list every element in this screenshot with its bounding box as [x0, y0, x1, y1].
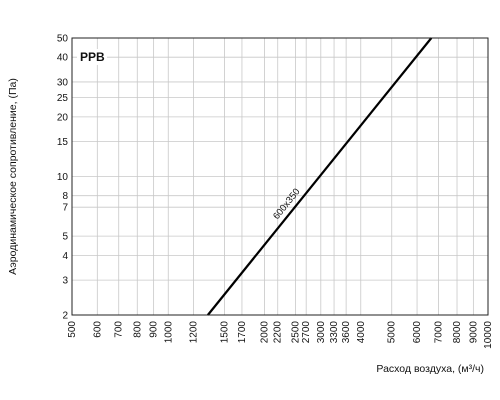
grid: [71, 37, 489, 316]
x-tick-label: 10000: [483, 321, 494, 349]
y-tick-label: 50: [57, 34, 69, 45]
x-tick-label: 800: [132, 321, 143, 338]
y-tick-label: 4: [62, 251, 68, 262]
chart-title: PPB: [80, 50, 105, 64]
x-tick-label: 2000: [260, 321, 271, 344]
x-tick-labels: 500 600 700 800 900 1000 1200 1500 1700 2000 2200 2…: [67, 321, 494, 349]
y-tick-label: 40: [57, 53, 69, 64]
x-tick-label: 900: [149, 321, 160, 338]
x-tick-label: 4000: [356, 321, 367, 344]
y-axis-label: Аэродинамическое сопротивление, (Па): [7, 78, 19, 275]
x-tick-label: 7000: [433, 321, 444, 344]
x-tick-label: 3600: [341, 321, 352, 344]
plot-frame: [71, 37, 489, 316]
y-tick-label: 30: [57, 77, 69, 88]
y-tick-label: 7: [62, 203, 68, 214]
x-tick-label: 5000: [387, 321, 398, 344]
x-tick-label: 1200: [189, 321, 200, 344]
x-tick-label: 3300: [329, 321, 340, 344]
y-tick-label: 8: [62, 191, 68, 202]
x-tick-label: 1000: [163, 321, 174, 344]
x-tick-label: 2200: [273, 321, 284, 344]
x-tick-label: 6000: [412, 321, 423, 344]
y-tick-label: 25: [57, 93, 69, 104]
x-tick-label: 600: [92, 321, 103, 338]
x-tick-label: 2700: [301, 321, 312, 344]
y-tick-label: 2: [62, 311, 68, 322]
x-axis-label: Расход воздуха, (м³/ч): [376, 363, 484, 375]
x-tick-label: 1700: [237, 321, 248, 344]
y-tick-label: 10: [57, 172, 69, 183]
x-tick-label: 500: [67, 321, 78, 338]
series-line: [206, 37, 433, 316]
y-tick-label: 3: [62, 276, 68, 287]
y-tick-labels: 2 3 4 5 78 10 15 20 25 30 40 50: [57, 34, 69, 322]
y-tick-label: 5: [62, 232, 68, 243]
x-tick-label: 8000: [452, 321, 463, 344]
chart-title-background: [77, 49, 107, 65]
x-tick-label: 2500: [290, 321, 301, 344]
y-tick-label: 20: [57, 112, 69, 123]
x-tick-label: 9000: [468, 321, 479, 344]
x-tick-label: 1500: [220, 321, 231, 344]
x-tick-label: 700: [114, 321, 125, 338]
y-tick-label: 15: [57, 137, 69, 148]
x-tick-label: 3000: [316, 321, 327, 344]
